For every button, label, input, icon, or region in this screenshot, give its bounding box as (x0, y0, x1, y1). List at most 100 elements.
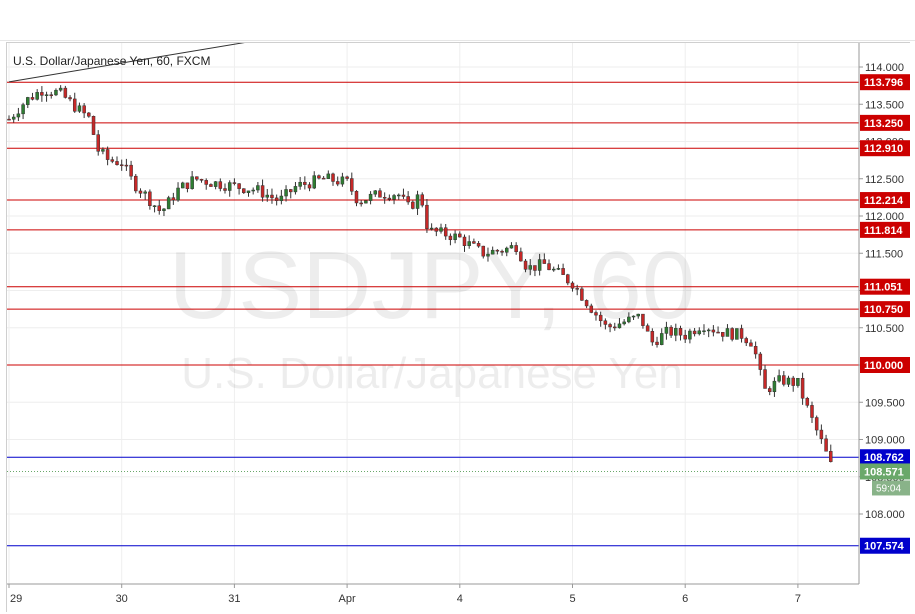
price-tick-label: 109.000 (865, 435, 905, 447)
time-tick-label: 30 (116, 593, 128, 605)
candle-body (800, 378, 805, 399)
time-tick-label: 5 (569, 593, 575, 605)
candle-body (298, 181, 302, 187)
candle-body (303, 181, 307, 185)
candle-body (735, 328, 739, 340)
candle-body (627, 316, 631, 323)
candle-body (453, 233, 457, 240)
candle-body (462, 236, 467, 246)
candle-body (411, 201, 415, 209)
current-price-label: 108.571 (864, 466, 904, 478)
candle-body (350, 178, 354, 192)
candle-body (692, 330, 697, 335)
candle-body (134, 175, 138, 192)
candle-body (777, 375, 781, 382)
candle-body (166, 197, 171, 210)
price-tick-label: 113.500 (865, 99, 904, 111)
candle-body (716, 331, 720, 334)
candle-body (674, 328, 678, 336)
candle-body (678, 328, 683, 336)
candle-body (824, 438, 828, 452)
candle-body (251, 189, 255, 192)
candle-body (331, 173, 335, 182)
candle-body (340, 176, 345, 185)
price-axis[interactable]: 114.000113.500113.000112.500112.000111.5… (858, 43, 911, 613)
candle-body (171, 197, 176, 201)
candle-body (659, 333, 664, 345)
candle-body (124, 164, 129, 167)
candle-body (533, 265, 537, 271)
candle-body (157, 205, 162, 211)
horizontal-levels (7, 81, 859, 547)
watermark: USDJPY, 60 U.S. Dollar/Japanese Yen (169, 232, 696, 398)
candle-body (180, 182, 185, 189)
candle-body (641, 313, 645, 326)
candle-body (500, 250, 504, 253)
candle-body (608, 324, 612, 328)
candle-body (401, 194, 406, 197)
trendline-layer (8, 43, 245, 83)
candle-body (505, 247, 509, 253)
candle-body (326, 173, 331, 179)
trendline (8, 43, 245, 83)
level-label: 111.051 (864, 282, 903, 294)
level-label-bg (860, 537, 910, 554)
candle-body (105, 149, 110, 160)
candle-body (270, 194, 274, 199)
candle-body (556, 268, 561, 270)
instrument-title: U.S. Dollar/Japanese Yen, 60, FXCM (13, 54, 210, 68)
candle-body (744, 338, 748, 344)
candle-body (782, 375, 786, 385)
candle-body (293, 186, 298, 193)
candle-body (819, 429, 824, 440)
candle-body (448, 235, 453, 240)
candle-body (40, 92, 44, 96)
candle-body (54, 89, 58, 96)
candle-body (763, 369, 767, 389)
level-label: 108.762 (864, 452, 904, 464)
candle-body (791, 377, 795, 386)
candle-body (829, 450, 833, 462)
time-axis-bg (7, 584, 911, 613)
price-tick-label: 110.500 (865, 323, 904, 335)
candle-body (152, 205, 157, 207)
candle-body (730, 328, 734, 340)
level-label-bg (860, 278, 910, 295)
candle-body (758, 353, 763, 370)
level-label: 112.214 (864, 195, 904, 207)
candle-body (439, 227, 443, 232)
candle-body (190, 176, 194, 189)
candle-body (622, 321, 626, 325)
candle-body (589, 305, 594, 313)
time-tick-label: 31 (228, 593, 240, 605)
grid (7, 43, 859, 584)
chart-panel[interactable]: USDJPY, 60 U.S. Dollar/Japanese Yen 114.… (6, 42, 911, 613)
candle-body (786, 377, 791, 385)
level-label: 113.250 (864, 118, 903, 130)
candle-body (227, 182, 232, 191)
candle-body (162, 208, 166, 211)
candle-body (594, 312, 598, 316)
candle-body (486, 253, 490, 257)
candle-body (711, 329, 716, 333)
candle-body (68, 97, 72, 100)
price-chart[interactable]: USDJPY, 60 U.S. Dollar/Japanese Yen 114.… (7, 43, 911, 613)
candle-body (575, 288, 579, 290)
candle-body (617, 323, 622, 329)
time-axis[interactable]: 29 30 31 Apr 4 5 6 7 (7, 583, 911, 613)
countdown-label-bg (872, 480, 910, 496)
candle-body (631, 315, 636, 318)
candle-body (472, 241, 476, 244)
level-label-bg (860, 74, 910, 91)
candle-body (58, 87, 63, 91)
candle-body (232, 182, 237, 184)
candle-body (397, 194, 401, 197)
candle-body (528, 265, 532, 270)
candle-body (753, 346, 758, 355)
candle-body (739, 328, 744, 339)
candle-body (429, 227, 434, 230)
candle-body (77, 105, 82, 112)
candle-body (246, 190, 251, 193)
candle-body (810, 405, 814, 418)
level-label: 107.574 (864, 541, 905, 553)
